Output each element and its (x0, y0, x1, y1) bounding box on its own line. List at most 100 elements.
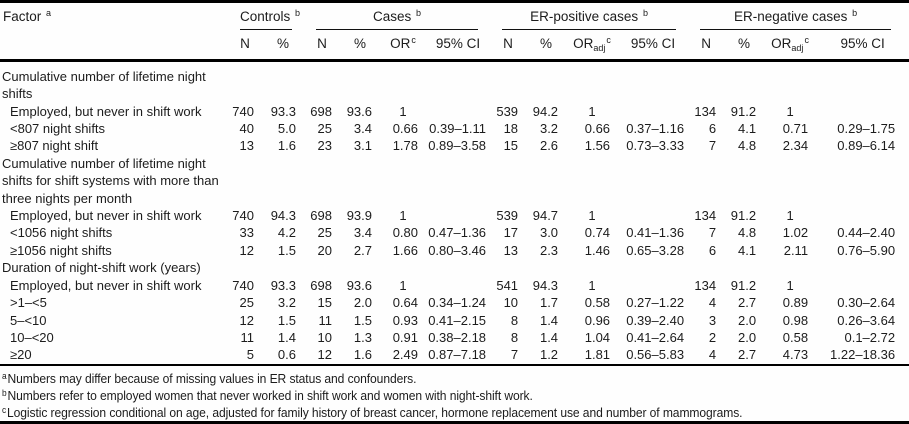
row-label: ≥20 (10, 347, 32, 363)
data-row: 10–<20 11 1.4 10 1.3 0.91 0.38–2.18 8 1.4 1.04 0.4… (0, 329, 909, 346)
data-cell: 0.98 (782, 312, 809, 328)
column-header-pct: % (526, 30, 567, 62)
column-header-pct: % (262, 30, 304, 62)
data-row: Employed, but never in shift work 740 93.3… (0, 103, 909, 120)
data-cell: 4.1 (737, 242, 757, 258)
data-cell: 1 (399, 208, 407, 224)
column-header-n: N (228, 30, 262, 62)
row-label: ≥807 night shift (10, 138, 99, 154)
data-row: <807 night shifts 40 5.0 25 3.4 0.66 0.39–1.11… (0, 120, 909, 137)
data-cell: 0.30–2.64 (837, 295, 896, 311)
data-cell: 0.27–1.22 (626, 295, 685, 311)
data-cell: 2.11 (783, 242, 809, 258)
data-cell: 2.7 (737, 295, 757, 311)
bottom-rule (0, 421, 909, 424)
footnote-marker: a (2, 370, 7, 381)
data-cell: 1.6 (277, 138, 296, 154)
subscript: adj (791, 43, 804, 54)
data-cell: 2.7 (737, 347, 757, 363)
data-cell: 0.66 (584, 121, 611, 137)
section-title: Cumulative number of lifetime night shif… (2, 68, 206, 102)
data-cell: 0.80–3.46 (428, 242, 487, 258)
data-cell: 0.89–3.58 (428, 138, 487, 154)
column-header-95-ci: 95% CI (816, 30, 909, 62)
data-cell: 20 (317, 242, 332, 258)
data-cell: 15 (503, 138, 519, 154)
row-label: >1–<5 (10, 295, 47, 311)
data-cell: 2.0 (737, 329, 757, 345)
data-cell: 4.73 (782, 347, 809, 363)
data-cell: 3.2 (539, 121, 559, 137)
data-cell: 0.58 (782, 329, 809, 345)
data-row: Employed, but never in shift work 740 93.3… (0, 277, 909, 294)
data-cell: 0.58 (584, 295, 611, 311)
data-cell: 698 (310, 208, 332, 224)
data-cell (816, 277, 909, 294)
group-header-label: ER-negative cases b (700, 8, 892, 31)
data-cell: 2.0 (353, 295, 372, 311)
row-label: Employed, but never in shift work (10, 208, 202, 224)
group-header-controls: Controls b (228, 2, 304, 31)
data-cell: 0.41–2.15 (428, 312, 487, 328)
section-title: Duration of night-shift work (years) (2, 260, 201, 276)
footnote-marker: b (852, 8, 858, 18)
data-cell: 1 (588, 277, 596, 293)
data-cell (426, 207, 490, 224)
footnote-marker: c (606, 35, 611, 46)
data-cell: 7 (510, 347, 519, 363)
column-header-or: ORc (380, 30, 426, 62)
data-cell (816, 103, 909, 120)
group-header-label: ER-positive cases b (502, 8, 677, 31)
data-cell: 2.6 (539, 138, 559, 154)
data-cell: 0.1–2.72 (844, 329, 896, 345)
column-header-95-ci: 95% CI (618, 30, 689, 62)
data-cell: 0.74 (584, 225, 611, 241)
group-header-row: Factor a Controls b Cases b ER-positive ca… (0, 1, 909, 62)
column-header-or-adj: ORadjc (566, 30, 619, 62)
section-title-row: Duration of night-shift work (years) (0, 259, 909, 276)
data-cell: 0.66 (392, 121, 418, 137)
data-row: <1056 night shifts 33 4.2 25 3.4 0.80 0.47–1.3… (0, 224, 909, 241)
data-cell: 0.64 (392, 295, 418, 311)
group-header-er-negative-cases: ER-negative cases b (688, 2, 909, 31)
data-row: ≥1056 night shifts 12 1.5 20 2.7 1.66 0.80–3.4… (0, 242, 909, 259)
data-row: Employed, but never in shift work 740 94.3… (0, 207, 909, 224)
data-cell: 2 (708, 329, 717, 345)
data-cell: 23 (317, 138, 332, 154)
footnote-text: aNumbers may differ because of missing v… (2, 370, 417, 386)
data-cell: 91.2 (730, 277, 757, 293)
data-cell: 0.26–3.64 (837, 312, 896, 328)
data-cell: 0.80 (392, 225, 418, 241)
data-cell: 1 (399, 103, 407, 119)
data-cell: 0.38–2.18 (428, 329, 487, 345)
data-cell: 1 (399, 277, 407, 293)
data-cell: 13 (503, 242, 519, 258)
group-header-label: Controls b (240, 8, 300, 31)
data-cell: 0.65–3.28 (626, 242, 685, 258)
data-cell: 539 (496, 103, 519, 119)
data-cell: 1 (588, 208, 596, 224)
section-title-row: Cumulative number of lifetime night shif… (0, 155, 909, 207)
data-cell: 94.3 (532, 277, 559, 293)
data-cell: 94.2 (532, 103, 559, 119)
column-header-n: N (304, 30, 340, 62)
data-cell: 8 (510, 329, 519, 345)
data-cell: 3.4 (353, 225, 372, 241)
section-title-spacer (228, 259, 909, 276)
data-cell: 1.78 (392, 138, 418, 154)
factor-header-footnote-marker: a (46, 8, 52, 18)
data-cell: 0.6 (277, 347, 296, 363)
data-cell: 1.81 (584, 347, 611, 363)
data-cell: 1.5 (277, 242, 296, 258)
row-label: Employed, but never in shift work (10, 277, 202, 293)
data-cell: 1.22–18.36 (830, 347, 896, 363)
data-cell: 93.9 (346, 208, 372, 224)
footnote-b: bNumbers refer to employed women that ne… (2, 387, 909, 404)
group-header-label: Cases b (316, 8, 479, 31)
data-cell: 1.6 (353, 347, 372, 363)
data-cell: 4.1 (737, 121, 757, 137)
data-cell: 4.8 (737, 225, 757, 241)
data-cell: 3.2 (277, 295, 296, 311)
data-cell: 91.2 (730, 208, 757, 224)
